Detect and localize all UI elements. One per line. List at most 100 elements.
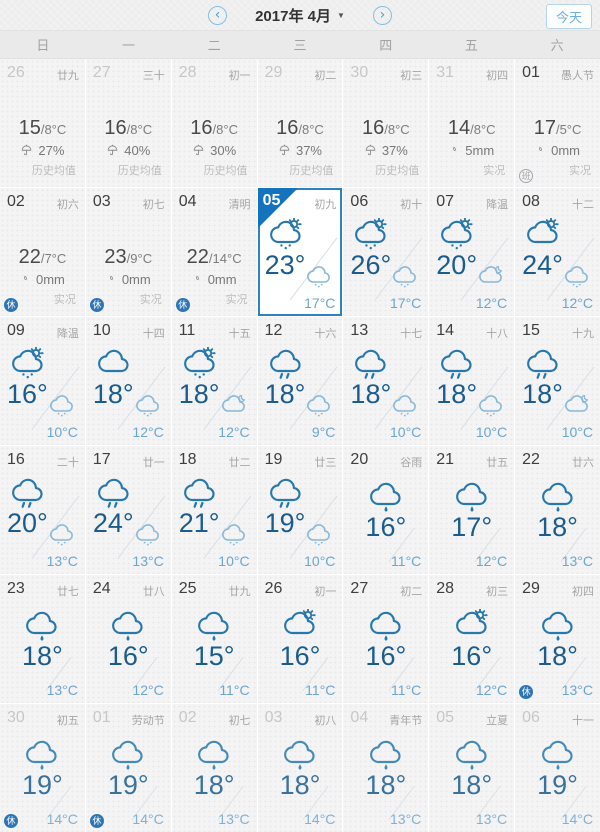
sun-cloud-rain-icon (438, 217, 476, 250)
day-cell[interactable]: 16 二十 20° 13°C (0, 446, 85, 574)
lunar-label: 立夏 (486, 715, 509, 727)
day-cell[interactable]: 18 廿二 21° 10°C (171, 446, 257, 574)
date-number: 25 (178, 580, 197, 597)
date-number: 31 (436, 64, 455, 81)
day-cell[interactable]: 03 初八 18° 14°C (257, 704, 343, 832)
day-cell[interactable]: 25 廿九 15° 11°C (171, 575, 257, 703)
day-cell[interactable]: 15 十九 18° 10°C (515, 317, 600, 445)
day-cell[interactable]: 05 初九 05 23° 17°C (257, 188, 343, 316)
day-cell[interactable]: 12 十六 18° 9°C (257, 317, 343, 445)
weekday-label: 日 (36, 38, 50, 53)
day-temperature: 18° (436, 379, 478, 409)
day-cell[interactable]: 19 廿三 19° 10°C (257, 446, 343, 574)
day-cell[interactable]: 21 廿五 17° 12°C (429, 446, 515, 574)
data-source-label: 历史均值 (31, 165, 76, 177)
drop-icon (535, 145, 546, 156)
date-number: 02 (7, 193, 25, 210)
night-temperature: 10°C (390, 424, 422, 440)
day-cell[interactable]: 09 降温 16° 10°C (0, 317, 85, 445)
day-cell[interactable]: 29 初二 16/8°C 37% 历史均值 (257, 59, 343, 187)
day-cell[interactable]: 26 初一 16° 11°C (257, 575, 343, 703)
date-number: 27 (350, 580, 369, 597)
day-cell[interactable]: 06 初十 26° 17°C (343, 188, 429, 316)
chevron-down-icon: ▼ (336, 10, 345, 20)
day-cell[interactable]: 07 降温 20° 12°C (429, 188, 515, 316)
night-temperature: 17°C (304, 295, 336, 311)
day-cell[interactable]: 26 廿九 15/8°C 27% 历史均值 (0, 59, 85, 187)
night-temperature: 10°C (46, 424, 78, 440)
precip-metric: 0mm (515, 143, 600, 158)
today-button[interactable]: 今天 (545, 4, 592, 29)
lunar-label: 初八 (314, 715, 337, 727)
lunar-label: 十二 (571, 199, 594, 211)
day-cell[interactable]: 13 十七 18° 10°C (343, 317, 429, 445)
day-cell[interactable]: 02 初六 22/7°C 0mm 实况 休 (0, 188, 85, 316)
temperature-range: 22/14°C (186, 246, 242, 268)
lunar-label: 初六 (56, 199, 79, 211)
day-cell[interactable]: 05 立夏 18° 13°C (429, 704, 515, 832)
day-cell[interactable]: 17 廿一 24° 13°C (85, 446, 171, 574)
day-cell[interactable]: 11 十五 18° 12°C (171, 317, 257, 445)
cloud-rain1-icon (367, 609, 405, 641)
umbrella-icon (364, 144, 377, 157)
next-month-button[interactable]: › (372, 5, 392, 25)
day-cell[interactable]: 30 初五 19° 14°C 休 (0, 704, 85, 832)
night-cloud-rain-icon (48, 393, 76, 417)
lunar-label: 青年节 (389, 715, 423, 727)
day-cell[interactable]: 02 初七 18° 13°C (171, 704, 257, 832)
night-temperature: 9°C (311, 424, 336, 440)
drop-icon (106, 274, 117, 285)
night-temperature: 12°C (475, 553, 508, 569)
day-cell[interactable]: 01 愚人节 17/5°C 0mm 实况 班 (515, 59, 600, 187)
day-cell[interactable]: 23 廿七 18° 13°C (0, 575, 85, 703)
date-number: 03 (264, 709, 283, 726)
date-number: 29 (522, 580, 540, 597)
night-cloud-rain-icon (305, 264, 333, 288)
day-cell[interactable]: 24 廿八 16° 12°C (85, 575, 171, 703)
date-number: 29 (264, 64, 283, 81)
day-cell[interactable]: 27 三十 16/8°C 40% 历史均值 (85, 59, 171, 187)
day-cell[interactable]: 04 青年节 18° 13°C (343, 704, 429, 832)
month-selector[interactable]: 2017年 4月 ▼ (255, 5, 345, 26)
day-cell[interactable]: 20 谷雨 16° 11°C (343, 446, 429, 574)
cloud-rain1-icon (539, 480, 577, 512)
day-cell[interactable]: 01 劳动节 19° 14°C 休 (85, 704, 171, 832)
lunar-label: 廿三 (314, 457, 337, 469)
night-temperature: 14°C (561, 811, 593, 827)
sun-cloud-rain-icon (352, 217, 390, 250)
lunar-label: 十八 (486, 328, 509, 340)
day-cell[interactable]: 14 十八 18° 10°C (429, 317, 515, 445)
day-cell[interactable]: 08 十二 24° 12°C (515, 188, 600, 316)
day-weather-summary: 16/8°C 37% 历史均值 (343, 59, 428, 187)
date-number: 02 (178, 709, 197, 726)
day-cell[interactable]: 29 初四 18° 13°C 休 (515, 575, 600, 703)
date-number: 03 (92, 193, 111, 210)
date-number: 01 (522, 64, 540, 81)
day-cell[interactable]: 28 初一 16/8°C 30% 历史均值 (171, 59, 257, 187)
day-cell[interactable]: 30 初三 16/8°C 37% 历史均值 (343, 59, 429, 187)
day-cell[interactable]: 03 初七 23/9°C 0mm 实况 休 (85, 188, 171, 316)
umbrella-icon (278, 144, 291, 157)
holiday-rest-badge: 休 (89, 298, 104, 312)
temperature-range: 16/8°C (362, 117, 410, 139)
lunar-label: 谷雨 (400, 457, 423, 469)
day-weather-summary: 16/8°C 40% 历史均值 (86, 59, 171, 187)
night-cloud-rain-icon (391, 393, 419, 417)
prev-month-button[interactable]: ‹ (208, 5, 228, 25)
lunar-label: 廿二 (228, 457, 251, 469)
night-temperature: 13°C (46, 682, 78, 698)
lunar-label: 初十 (400, 199, 423, 211)
precip-metric: 27% (0, 143, 85, 158)
day-cell[interactable]: 10 十四 18° 12°C (85, 317, 171, 445)
sun-cloud-rain-icon (9, 346, 47, 379)
day-temperature: 19° (264, 508, 306, 538)
day-cell[interactable]: 06 十一 19° 14°C (515, 704, 600, 832)
day-cell[interactable]: 27 初二 16° 11°C (343, 575, 429, 703)
day-cell[interactable]: 04 清明 22/14°C 0mm 实况 休 (171, 188, 257, 316)
holiday-rest-badge: 休 (89, 814, 104, 828)
day-cell[interactable]: 31 初四 14/8°C 5mm 实况 (429, 59, 515, 187)
lunar-label: 降温 (486, 199, 509, 211)
day-temperature: 18° (92, 379, 134, 409)
day-cell[interactable]: 22 廿六 18° 13°C (515, 446, 600, 574)
day-cell[interactable]: 28 初三 16° 12°C (429, 575, 515, 703)
